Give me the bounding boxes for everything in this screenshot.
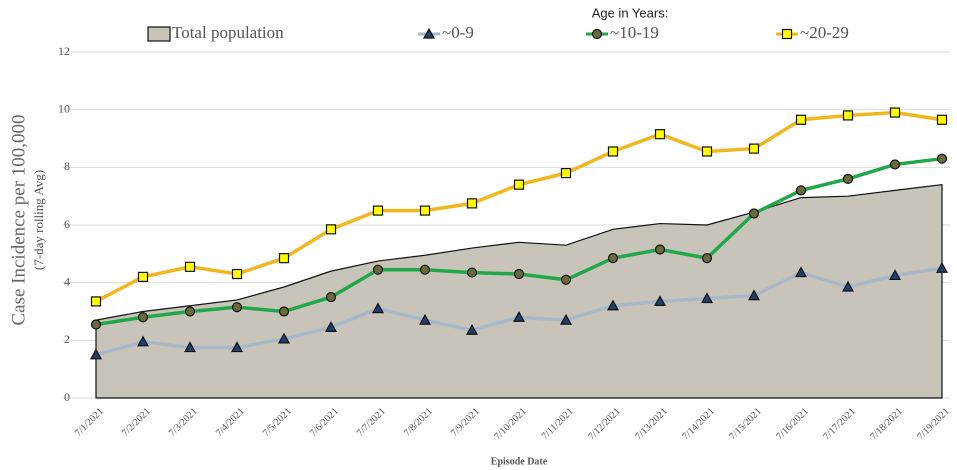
marker bbox=[606, 299, 620, 311]
marker bbox=[748, 208, 760, 219]
x-tick-label: 7/17/2021 bbox=[821, 406, 857, 442]
marker bbox=[136, 335, 150, 347]
marker bbox=[325, 224, 337, 235]
marker bbox=[422, 27, 436, 39]
legend-label: ~10-19 bbox=[610, 23, 659, 42]
marker bbox=[607, 253, 619, 264]
marker bbox=[418, 313, 432, 325]
y-tick-label: 12 bbox=[58, 44, 70, 58]
marker bbox=[89, 348, 103, 360]
y-tick-label: 2 bbox=[64, 332, 70, 346]
marker bbox=[419, 205, 431, 216]
marker bbox=[795, 114, 807, 125]
marker bbox=[795, 185, 807, 196]
marker bbox=[325, 291, 337, 303]
marker bbox=[889, 107, 901, 118]
marker bbox=[654, 244, 666, 255]
x-tick-label: 7/8/2021 bbox=[402, 406, 435, 439]
marker bbox=[889, 159, 901, 170]
marker bbox=[372, 264, 384, 275]
marker bbox=[277, 332, 291, 344]
marker bbox=[184, 306, 196, 317]
marker bbox=[231, 302, 243, 313]
marker bbox=[278, 306, 290, 317]
marker bbox=[842, 110, 854, 121]
legend-swatch bbox=[147, 26, 171, 42]
marker bbox=[324, 321, 338, 332]
marker bbox=[465, 324, 479, 335]
x-tick-label: 7/6/2021 bbox=[308, 406, 341, 439]
x-tick-label: 7/14/2021 bbox=[680, 406, 716, 442]
legend-title: Age in Years: bbox=[592, 5, 669, 20]
x-tick-label: 7/5/2021 bbox=[261, 406, 294, 439]
marker bbox=[137, 271, 149, 282]
marker bbox=[654, 129, 666, 140]
legend-label: Total population bbox=[172, 23, 284, 42]
marker bbox=[184, 261, 196, 272]
marker bbox=[371, 302, 385, 314]
x-axis-label: Episode Date bbox=[491, 456, 548, 467]
x-tick-label: 7/7/2021 bbox=[355, 406, 388, 439]
marker bbox=[278, 253, 290, 264]
marker bbox=[419, 264, 431, 275]
marker bbox=[466, 198, 478, 209]
marker bbox=[137, 312, 149, 323]
legend-label: ~20-29 bbox=[800, 23, 849, 42]
legend-label: ~0-9 bbox=[442, 23, 474, 42]
marker bbox=[701, 253, 713, 264]
x-tick-label: 7/15/2021 bbox=[727, 406, 763, 442]
y-axis-note: (7-day rolling Avg) bbox=[31, 170, 46, 270]
marker bbox=[90, 296, 102, 307]
marker bbox=[90, 319, 102, 330]
marker bbox=[607, 146, 619, 157]
marker bbox=[560, 274, 572, 285]
x-tick-label: 7/4/2021 bbox=[214, 406, 247, 439]
y-tick-label: 6 bbox=[64, 217, 70, 231]
marker bbox=[560, 168, 572, 179]
y-axis-label: Case Incidence per 100,000 bbox=[8, 114, 29, 325]
x-tick-label: 7/2/2021 bbox=[120, 406, 153, 439]
x-tick-label: 7/12/2021 bbox=[586, 406, 622, 442]
marker bbox=[701, 146, 713, 157]
marker bbox=[231, 268, 243, 280]
marker bbox=[700, 292, 714, 304]
marker bbox=[653, 295, 667, 307]
x-tick-label: 7/3/2021 bbox=[167, 406, 200, 439]
x-tick-label: 7/19/2021 bbox=[915, 406, 951, 442]
marker bbox=[747, 289, 761, 301]
y-tick-label: 8 bbox=[64, 159, 70, 173]
marker bbox=[888, 269, 902, 281]
x-tick-label: 7/11/2021 bbox=[540, 406, 576, 442]
x-tick-label: 7/9/2021 bbox=[449, 406, 482, 439]
marker bbox=[841, 280, 855, 292]
y-tick-label: 10 bbox=[58, 101, 70, 115]
marker bbox=[466, 267, 478, 278]
marker bbox=[748, 143, 760, 154]
x-tick-label: 7/18/2021 bbox=[868, 406, 904, 442]
marker bbox=[936, 153, 948, 164]
marker bbox=[372, 205, 384, 216]
marker bbox=[512, 311, 526, 322]
marker bbox=[591, 28, 603, 40]
marker bbox=[183, 341, 197, 353]
marker bbox=[559, 313, 573, 325]
marker bbox=[230, 341, 244, 353]
x-tick-label: 7/13/2021 bbox=[633, 406, 669, 442]
y-tick-label: 0 bbox=[64, 390, 70, 404]
marker bbox=[935, 262, 949, 273]
marker bbox=[781, 28, 793, 40]
area bbox=[95, 183, 943, 399]
x-tick-label: 7/16/2021 bbox=[774, 406, 810, 442]
x-tick-label: 7/10/2021 bbox=[492, 406, 528, 442]
marker bbox=[842, 173, 854, 184]
marker bbox=[513, 179, 525, 190]
marker bbox=[513, 268, 525, 280]
y-tick-label: 4 bbox=[64, 274, 70, 288]
marker bbox=[936, 114, 948, 125]
marker bbox=[794, 266, 808, 278]
x-tick-label: 7/1/2021 bbox=[73, 406, 106, 439]
